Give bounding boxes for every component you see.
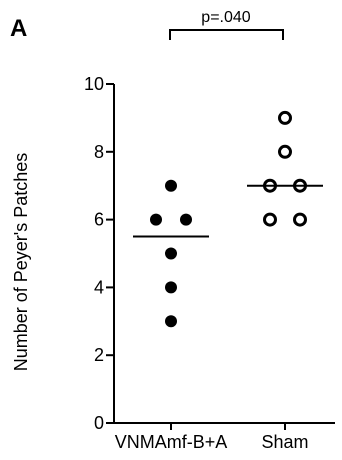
x-tick-label: Sham (261, 432, 308, 452)
data-point-filled (165, 247, 177, 260)
data-point-filled (180, 213, 192, 226)
data-point-filled (165, 315, 177, 328)
y-tick-label: 10 (84, 74, 104, 94)
y-axis-title: Number of Peyer's Patches (11, 153, 31, 372)
data-point-open (278, 144, 292, 159)
y-tick-label: 4 (94, 277, 104, 297)
y-ticks: 0 2 4 6 8 10 (84, 74, 114, 433)
y-tick-label: 0 (94, 413, 104, 433)
significance-bracket: p=.040 (169, 9, 284, 40)
panel-label: A (10, 15, 27, 42)
data-point-open (293, 212, 307, 227)
y-tick-label: 8 (94, 142, 104, 162)
data-point-filled (150, 213, 162, 226)
data-point-open (263, 212, 277, 227)
data-point-open (278, 110, 292, 125)
data-point-filled (165, 179, 177, 192)
x-ticks: VNMAmf-B+A Sham (115, 423, 309, 452)
x-tick-label: VNMAmf-B+A (115, 432, 228, 452)
y-tick-label: 2 (94, 345, 104, 365)
y-tick-label: 6 (94, 210, 104, 230)
data-points (133, 110, 323, 328)
p-value-label: p=.040 (201, 9, 250, 26)
data-point-filled (165, 281, 177, 294)
